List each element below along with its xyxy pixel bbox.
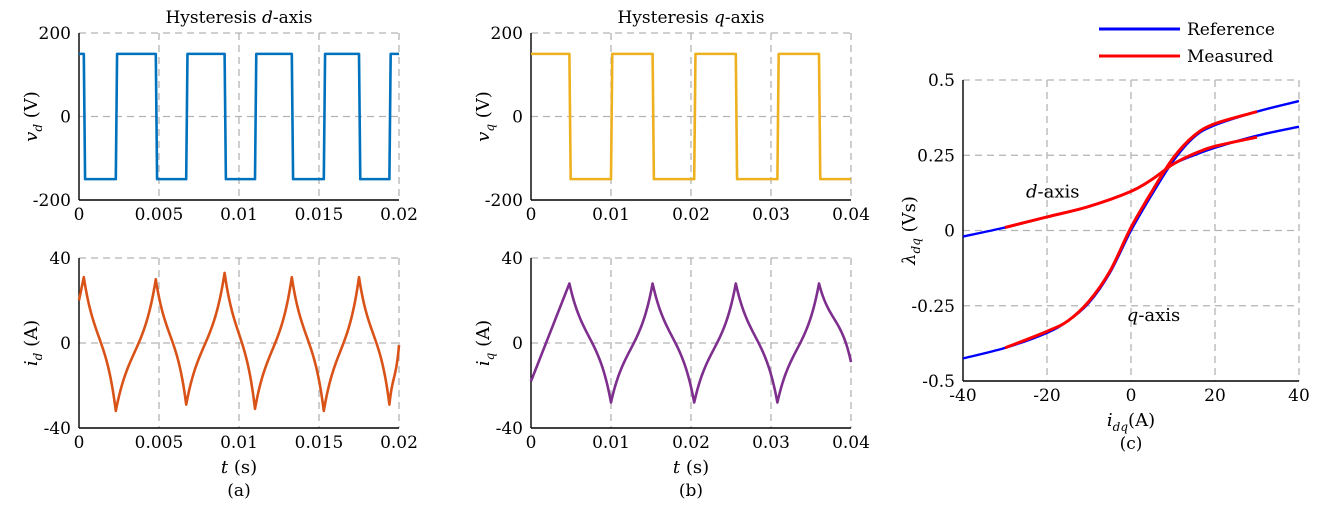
plot-flux: -40 -20 0 20 40 -0.5 -0.25 0 0.25 0.5 λdq (Vs) idq(…: [899, 20, 1310, 454]
x-tick-label: 0.04: [832, 205, 870, 225]
x-tick-label: 0.015: [295, 205, 344, 225]
y-tick-label: 40: [501, 249, 523, 269]
y-tick-label: 0.25: [917, 146, 955, 166]
x-tick-label: 0.01: [592, 433, 630, 453]
y-axis-label: id (A): [21, 320, 45, 366]
legend: Reference Measured: [1099, 20, 1275, 67]
x-tick-label: 0.02: [672, 205, 710, 225]
y-tick-label: -0.25: [911, 297, 955, 317]
legend-label: Measured: [1187, 47, 1273, 67]
y-axis-label: vq (V): [473, 91, 497, 142]
y-tick-label: 0: [60, 108, 71, 128]
x-tick-label: 0.04: [832, 433, 870, 453]
x-axis-label: t (s): [221, 457, 257, 478]
x-axis-label: t (s): [673, 457, 709, 478]
x-tick-label: 0: [1126, 386, 1137, 406]
x-tick-label: 0.01: [592, 205, 630, 225]
x-tick-label: 20: [1204, 386, 1226, 406]
plot-title: Hysteresis q-axis: [617, 8, 764, 28]
voltage-line: [79, 52, 399, 181]
x-tick-label: 40: [1288, 386, 1310, 406]
legend-label: Reference: [1187, 20, 1275, 40]
y-tick-label: 0.5: [928, 71, 955, 91]
x-tick-label: 0.01: [220, 205, 258, 225]
y-axis-label: iq (A): [473, 320, 497, 366]
current-line: [77, 271, 401, 413]
x-tick-label: 0.005: [135, 205, 184, 225]
x-tick-label: 0.03: [752, 433, 790, 453]
y-tick-label: 200: [491, 24, 523, 44]
y-tick-label: 0: [512, 334, 523, 354]
x-tick-label: 0.02: [380, 205, 418, 225]
x-tick-label: 0.005: [135, 433, 184, 453]
flux-line-measured-q-axis: [1004, 110, 1258, 350]
x-axis-label: idq(A): [1107, 410, 1155, 434]
y-tick-label: 40: [49, 249, 71, 269]
x-tick-label: 0: [526, 205, 537, 225]
y-tick-label: 0: [60, 334, 71, 354]
y-tick-label: -200: [33, 191, 71, 211]
voltage-line: [531, 52, 851, 181]
curve-annotation: d-axis: [1026, 181, 1080, 202]
x-tick-label: 0: [526, 433, 537, 453]
x-tick-label: -40: [949, 386, 976, 406]
current-line: [529, 282, 853, 404]
x-tick-label: 0.02: [672, 433, 710, 453]
x-tick-label: -20: [1033, 386, 1060, 406]
panel-caption: (b): [679, 481, 703, 501]
y-axis-label: λdq (Vs): [899, 196, 923, 266]
curve-annotation: q-axis: [1127, 305, 1181, 326]
x-tick-label: 0.01: [220, 433, 258, 453]
y-axis-label: vd (V): [21, 91, 45, 142]
panel-caption: (c): [1120, 434, 1143, 454]
x-tick-label: 0: [74, 433, 85, 453]
x-tick-label: 0.02: [380, 433, 418, 453]
y-tick-label: -0.5: [922, 372, 955, 392]
flux-line-measured-d-axis: [1004, 135, 1258, 229]
y-tick-label: 200: [39, 24, 71, 44]
plot-title: Hysteresis d-axis: [165, 8, 312, 28]
x-tick-label: 0.015: [295, 433, 344, 453]
y-tick-label: -40: [44, 419, 71, 439]
y-tick-label: -200: [485, 191, 523, 211]
x-tick-label: 0.03: [752, 205, 790, 225]
y-tick-label: -40: [496, 419, 523, 439]
y-tick-label: 0: [512, 108, 523, 128]
y-tick-label: 0: [944, 222, 955, 242]
x-tick-label: 0: [74, 205, 85, 225]
panel-caption: (a): [227, 481, 250, 501]
